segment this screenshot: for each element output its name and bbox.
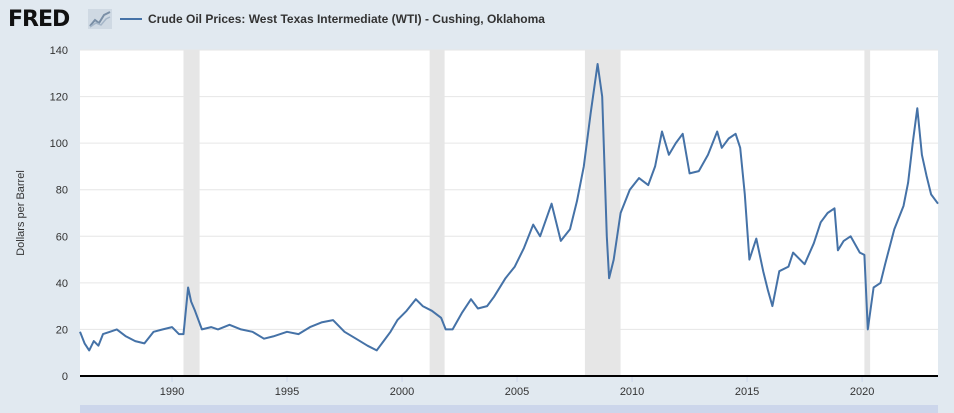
fred-logo[interactable]: FRED <box>8 7 70 32</box>
recession-band <box>183 50 200 376</box>
x-tick-label: 2000 <box>390 386 414 398</box>
navigator-strip[interactable] <box>80 405 938 413</box>
x-tick-label: 2020 <box>850 386 874 398</box>
y-tick-label: 140 <box>50 45 68 57</box>
y-tick-label: 0 <box>62 371 68 383</box>
x-tick-label: 2010 <box>620 386 644 398</box>
legend[interactable]: Crude Oil Prices: West Texas Intermediat… <box>120 12 545 26</box>
legend-swatch <box>120 18 142 20</box>
recession-band <box>429 50 445 376</box>
y-tick-label: 100 <box>50 138 68 150</box>
y-tick-label: 60 <box>56 231 68 243</box>
y-tick-label: 120 <box>50 92 68 104</box>
x-tick-label: 2005 <box>505 386 529 398</box>
y-tick-label: 80 <box>56 185 68 197</box>
y-tick-label: 20 <box>56 324 68 336</box>
plot-area <box>80 50 938 376</box>
legend-label: Crude Oil Prices: West Texas Intermediat… <box>148 12 545 26</box>
chart-header: FRED Crude Oil Prices: West Texas Interm… <box>0 0 954 40</box>
x-tick-label: 1990 <box>160 386 184 398</box>
line-chart-icon <box>88 9 112 29</box>
recession-band <box>864 50 871 376</box>
x-tick-label: 2015 <box>735 386 759 398</box>
x-tick-label: 1995 <box>275 386 299 398</box>
y-tick-label: 40 <box>56 278 68 290</box>
series-line[interactable] <box>79 63 939 352</box>
y-axis-label: Dollars per Barrel <box>15 170 27 256</box>
